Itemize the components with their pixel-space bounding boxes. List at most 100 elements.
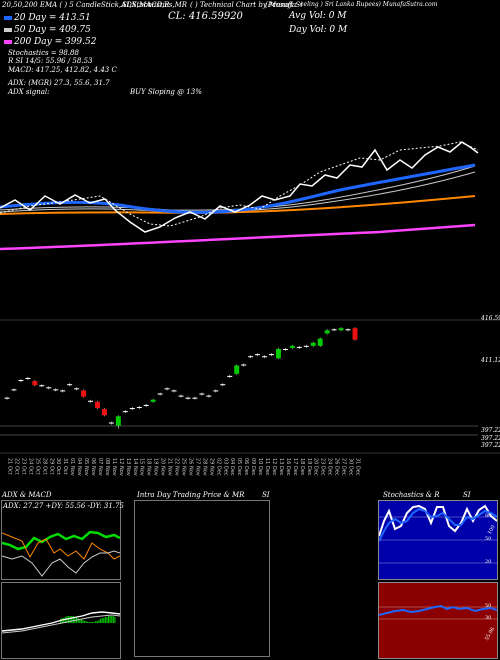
macd-hist-bar xyxy=(87,622,89,623)
adx-lines xyxy=(2,530,120,577)
candle-body xyxy=(310,342,316,346)
rsi-tick-50: 50 xyxy=(485,603,492,609)
close-label: CL: 416.59920 xyxy=(168,11,243,22)
candle-body xyxy=(32,381,38,386)
x-axis-tick-label: 16 Dec xyxy=(285,458,291,476)
chart-title-right: (Prosoft Si xyxy=(265,1,303,9)
x-axis-tick-label: 28 Nov xyxy=(201,458,207,476)
price-label-top: 416.59 ll xyxy=(481,315,500,322)
candle-body xyxy=(317,338,323,346)
ema200-label: 200 Day = 399.52 xyxy=(4,37,96,47)
candle-body xyxy=(129,408,135,410)
price-label-low3: 397.22D xyxy=(481,442,500,449)
x-axis-tick-label: 04 Dec xyxy=(229,458,235,476)
ema20-swatch xyxy=(4,16,12,20)
stoch-panel-si: SI xyxy=(463,491,471,499)
ema50-swatch xyxy=(4,28,12,32)
macd-hist-bar xyxy=(90,622,92,623)
adx-panel: ADX: 27.27 +DY: 55.56 -DY: 31.75 xyxy=(1,500,124,580)
macd-hist-bar xyxy=(92,622,94,623)
x-axis-tick-label: 25 Oct xyxy=(34,458,40,475)
macd-hist-bar xyxy=(63,618,65,623)
candle-body xyxy=(108,422,114,424)
stoch-tick-20: 20 xyxy=(485,559,492,565)
candle-body xyxy=(11,389,17,391)
x-axis-tick-label: 18 Dec xyxy=(299,458,305,476)
chart-title-mid2: ( ) Technical Chart by Munafa xyxy=(190,1,297,9)
candle-body xyxy=(345,329,351,331)
macd-panel xyxy=(1,582,121,659)
stoch-k-line xyxy=(379,504,497,537)
candle-body xyxy=(296,346,302,348)
candle-body xyxy=(275,348,281,359)
candle-body xyxy=(18,380,24,382)
x-axis-tick-label: 30 Oct xyxy=(55,458,61,475)
macd-hist-bar xyxy=(112,616,114,623)
macd-hist-bar xyxy=(106,617,108,623)
candle-body xyxy=(338,328,344,331)
candle-body xyxy=(199,393,205,395)
macd-hist-bar xyxy=(88,622,90,623)
ema200-line xyxy=(0,223,476,251)
x-axis-tick-label: 06 Nov xyxy=(90,458,96,476)
candle-body xyxy=(60,390,66,392)
day-vol: Day Vol: 0 M xyxy=(289,25,348,35)
candle-body xyxy=(268,354,274,356)
adx-panel-values: ADX: 27.27 +DY: 55.56 -DY: 31.75 xyxy=(3,502,124,510)
macd-hist-bar xyxy=(72,616,74,623)
x-axis-tick-label: 02 Dec xyxy=(215,458,221,476)
candle-body xyxy=(255,354,261,356)
candle-body xyxy=(115,416,121,426)
x-axis-tick-label: 14 Nov xyxy=(132,458,138,476)
chart-title-right2: eeling ) Sri Lanka Rupees) MunafaSutra.c… xyxy=(300,1,438,8)
x-axis-tick-label: 25 Nov xyxy=(181,458,187,476)
macd-hist-bar xyxy=(85,621,87,623)
macd-hist-bar xyxy=(108,616,110,623)
rsi-panel: 50 30 55.96 xyxy=(378,582,498,659)
x-axis-tick-label: 03 Dec xyxy=(222,458,228,476)
candle-body xyxy=(25,377,31,379)
rsi-lines xyxy=(379,604,497,620)
x-axis-tick-label: 31 Oct xyxy=(62,458,68,475)
macd-hist-bar xyxy=(71,616,73,623)
candle-body xyxy=(303,345,309,347)
x-axis-tick-label: 24 Oct xyxy=(27,458,33,475)
candle-body xyxy=(171,390,177,392)
x-axis-tick-label: 19 Dec xyxy=(306,458,312,476)
x-axis-tick-label: 04 Nov xyxy=(76,458,82,476)
rsi-line xyxy=(379,604,497,616)
adx-value: ADX: (MGR) 27.3, 55.6, 31.7 xyxy=(8,79,110,87)
x-axis-tick-label: 11 Dec xyxy=(264,458,270,476)
macd-hist-bar xyxy=(68,616,70,623)
macd-value: MACD: 417.25, 412.82, 4.43 C xyxy=(8,66,117,74)
candle-body xyxy=(352,328,358,340)
candle-body xyxy=(220,384,226,386)
macd-hist-bar xyxy=(100,619,102,623)
macd-hist-bar xyxy=(80,619,82,623)
x-axis-tick-label: 22 Nov xyxy=(174,458,180,476)
macd-hist-bar xyxy=(96,621,98,623)
candle-body xyxy=(227,375,233,377)
adx-minus-di-line xyxy=(2,532,120,560)
rsi-tick-30: 30 xyxy=(485,615,492,621)
x-axis-tick-label: 01 Nov xyxy=(69,458,75,476)
intraday-panel-title: Intra Day Trading Price & MR xyxy=(137,491,245,499)
macd-hist-bar xyxy=(93,622,95,623)
adx-signal-label: ADX signal: xyxy=(8,88,50,96)
candle-body xyxy=(136,406,142,409)
stochastics-value: Stochastics = 98.88 xyxy=(8,49,79,57)
stochastics-panel: 80 50 20 100 xyxy=(378,500,498,580)
x-axis-tick-label: 23 Oct xyxy=(20,458,26,475)
x-axis-tick-label: 09 Dec xyxy=(250,458,256,476)
macd-hist-bar xyxy=(111,616,113,623)
candle-body xyxy=(39,385,45,387)
x-axis-tick-label: 05 Dec xyxy=(236,458,242,476)
intraday-panel-si: SI xyxy=(262,491,270,499)
close-line xyxy=(0,141,479,233)
x-axis-tick-label: 19 Nov xyxy=(153,458,159,476)
macd-hist-bar xyxy=(95,621,97,623)
x-axis-tick-label: 26 Nov xyxy=(187,458,193,476)
x-axis-tick-label: 27 Dec xyxy=(341,458,347,476)
candle-body xyxy=(67,384,73,386)
price-dotted-line xyxy=(0,141,479,227)
